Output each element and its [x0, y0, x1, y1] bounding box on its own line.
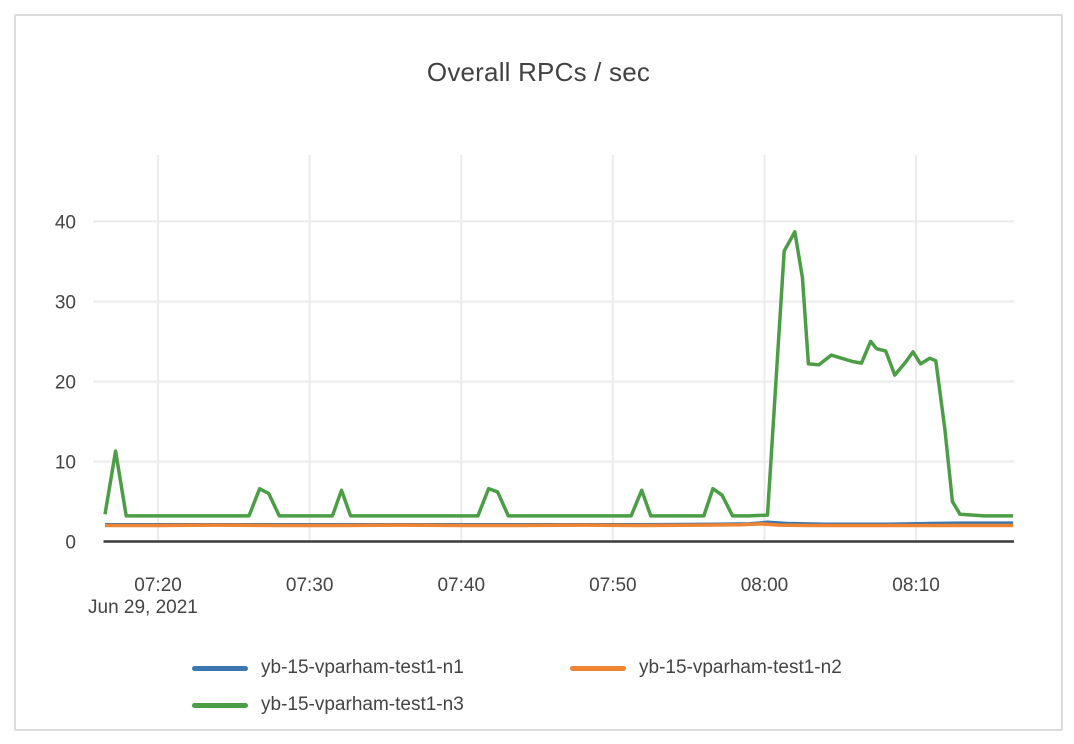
chart-card [14, 14, 1063, 731]
legend-swatch-n3-icon [192, 702, 248, 708]
y-tick-label: 10 [55, 452, 76, 473]
x-tick-label: 07:40 [437, 575, 485, 596]
x-tick-label: 07:50 [589, 575, 637, 596]
x-tick-label: 07:20 [134, 575, 182, 596]
y-tick-label: 20 [55, 372, 76, 393]
y-tick-label: 0 [65, 533, 76, 554]
legend-item-n1[interactable]: yb-15-vparham-test1-n1 [192, 655, 464, 681]
legend-label-n3: yb-15-vparham-test1-n3 [261, 694, 464, 715]
legend-item-n2[interactable]: yb-15-vparham-test1-n2 [570, 655, 842, 681]
legend-label-n1: yb-15-vparham-test1-n1 [261, 657, 464, 678]
chart-title: Overall RPCs / sec [426, 57, 651, 87]
legend-swatch-n2-icon [570, 665, 626, 671]
x-tick-label: 08:10 [892, 575, 940, 596]
series-line-yb-15-vparham-test1-n3 [103, 230, 1014, 518]
x-tick-label: 08:00 [741, 575, 789, 596]
legend-item-n3[interactable]: yb-15-vparham-test1-n3 [192, 692, 464, 718]
legend-swatch-n1-icon [192, 665, 248, 671]
x-tick-label: 07:30 [286, 575, 334, 596]
legend-label-n2: yb-15-vparham-test1-n2 [639, 657, 842, 678]
x-axis-date-label: Jun 29, 2021 [88, 597, 198, 618]
y-tick-label: 30 [55, 292, 76, 313]
series-line-yb-15-vparham-test1-n2 [105, 522, 1014, 528]
y-tick-label: 40 [55, 212, 76, 233]
